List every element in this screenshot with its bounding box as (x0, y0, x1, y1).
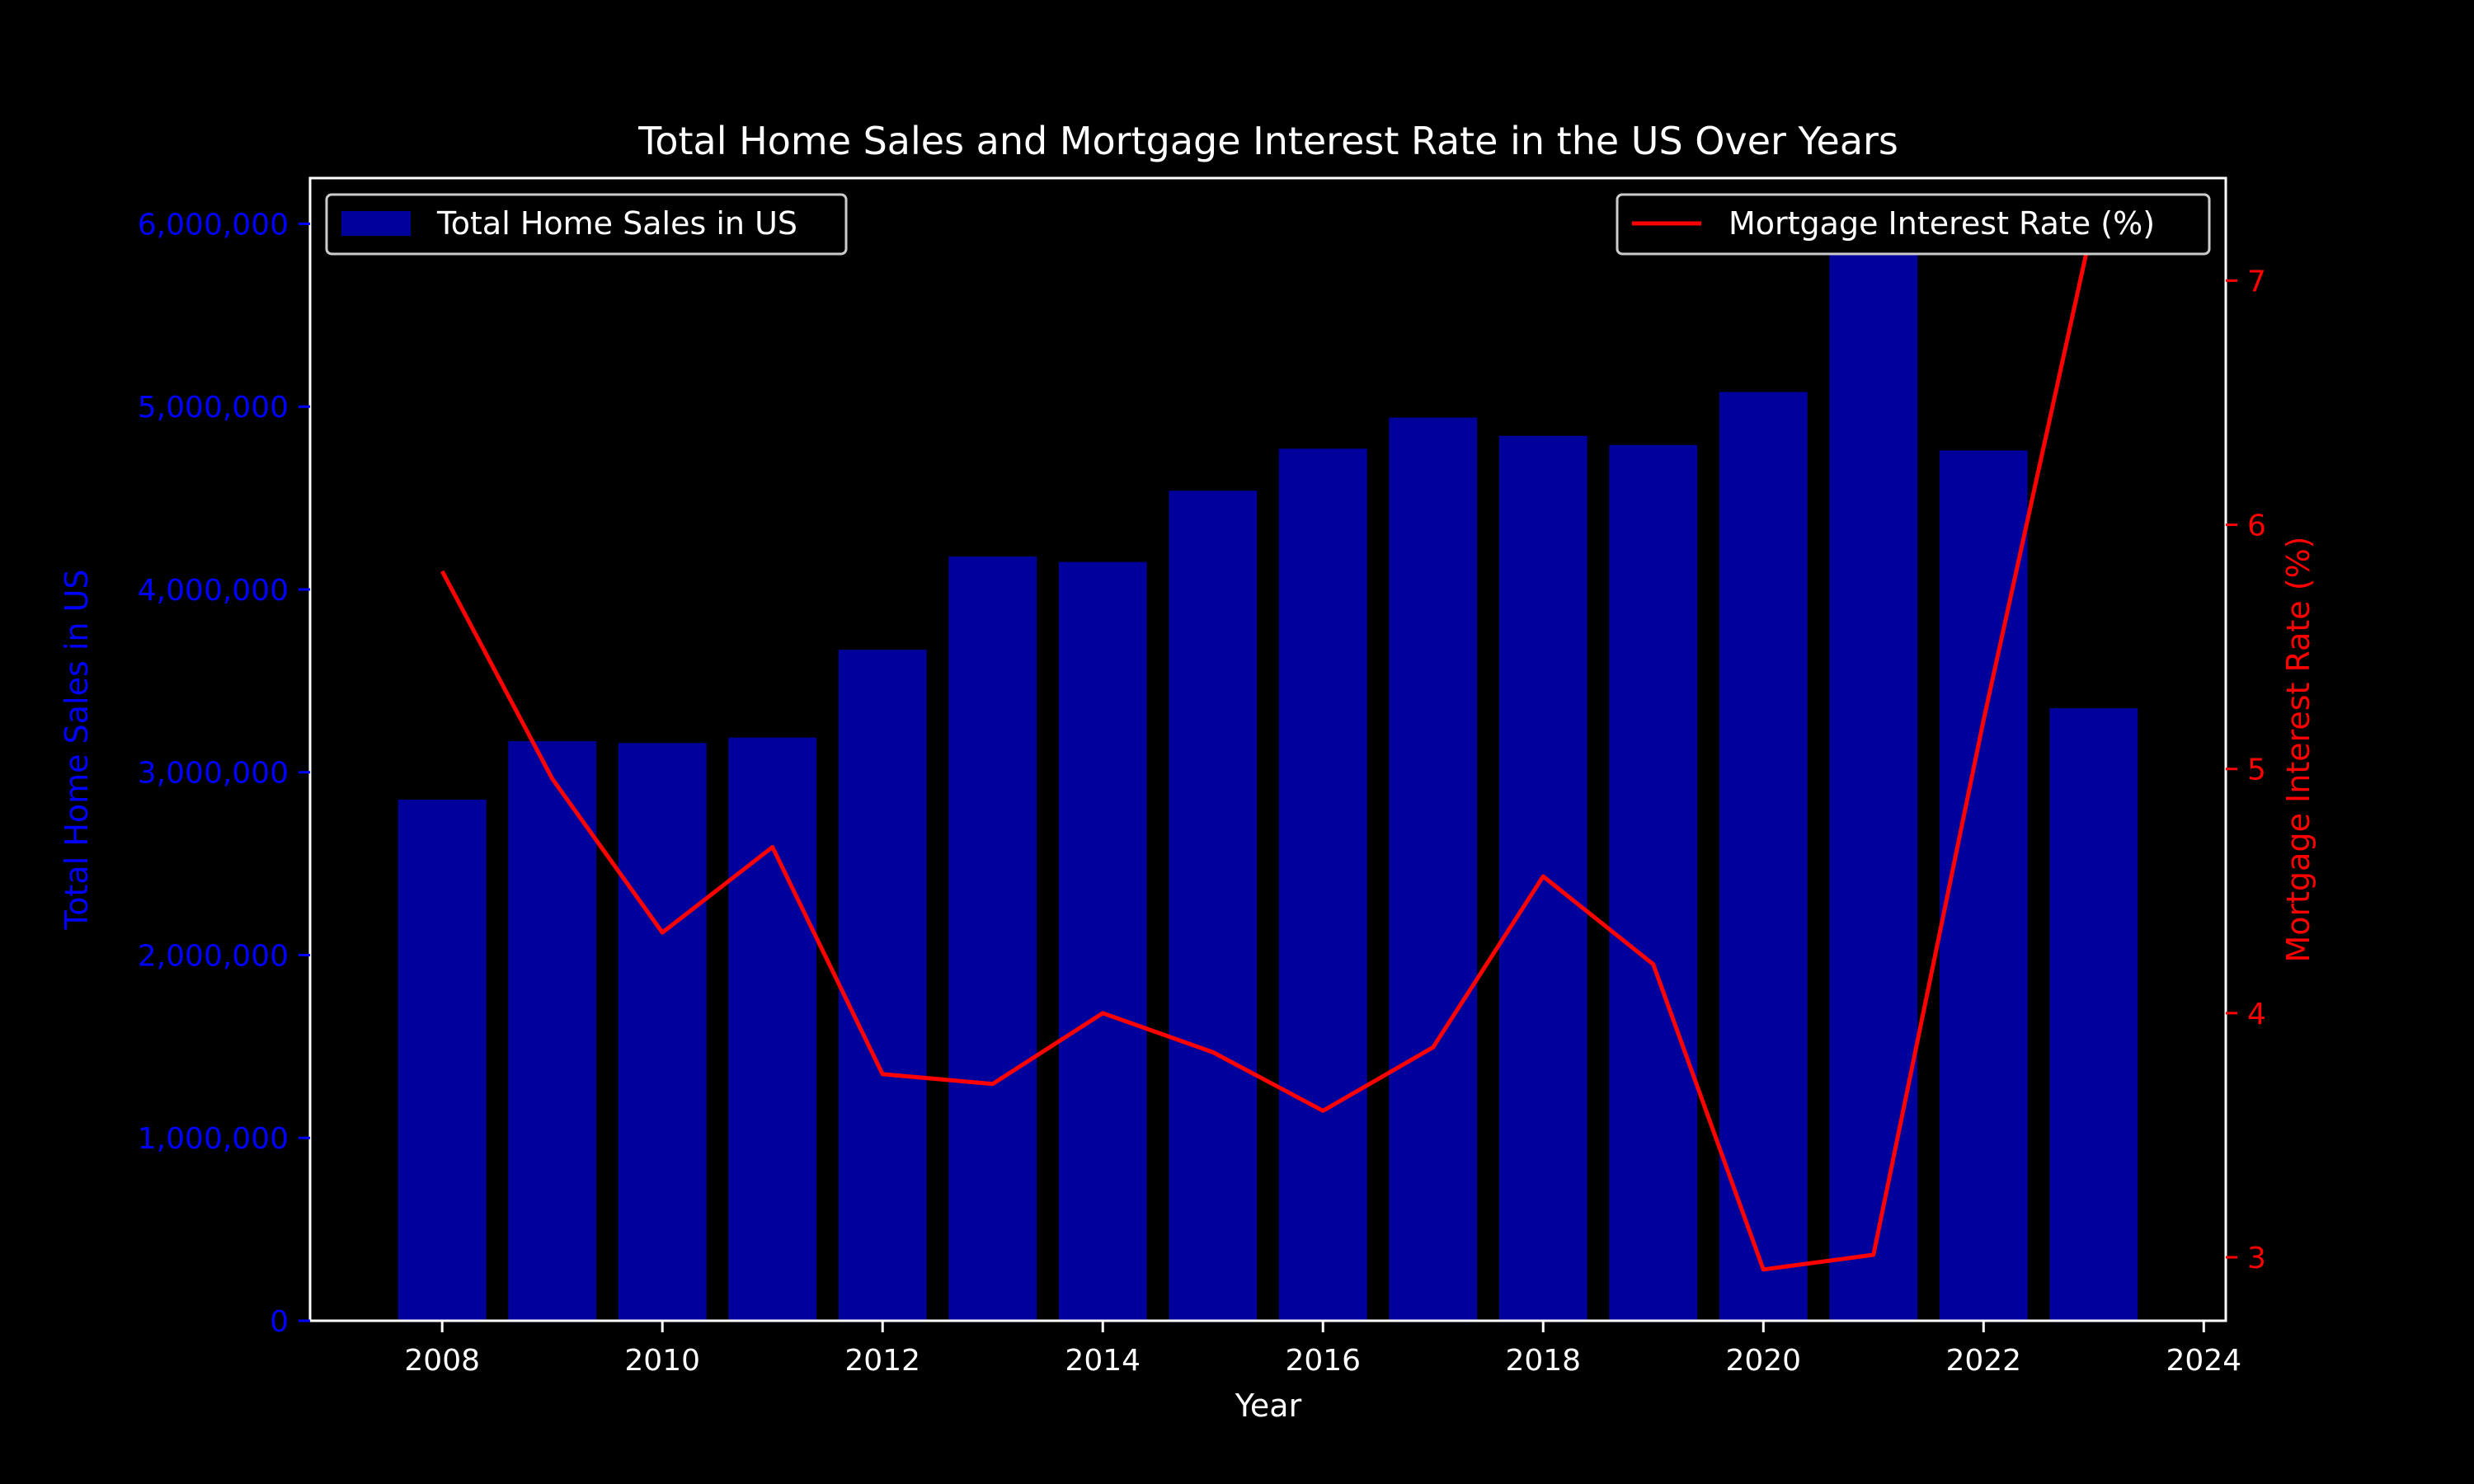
plot-frame (308, 176, 2227, 1322)
legend-right-box (1616, 193, 2211, 256)
legend-right: Mortgage Interest Rate (%) (1616, 193, 2211, 256)
bar-2014 (1058, 561, 1147, 1321)
y2-tick-label: 3 (2247, 1242, 2266, 1275)
bar-2016 (1278, 448, 1367, 1321)
x-tick-label: 2010 (624, 1344, 700, 1378)
x-tick-label: 2018 (1505, 1344, 1581, 1378)
x-tick-label: 2020 (1725, 1344, 1801, 1378)
bar-2017 (1389, 417, 1478, 1321)
line-series (440, 218, 2096, 1272)
chart-title: Total Home Sales and Mortgage Interest R… (637, 119, 1898, 163)
bar-2015 (1169, 491, 1258, 1321)
bar-2020 (1719, 392, 1808, 1321)
bar-2008 (397, 799, 487, 1321)
x-tick-label: 2012 (844, 1344, 920, 1378)
bar-2011 (728, 737, 817, 1321)
bar-2012 (838, 650, 927, 1321)
y-tick-label: 0 (270, 1305, 289, 1339)
y-tick-label: 1,000,000 (138, 1122, 289, 1156)
x-axis: 2008 2010 2012 2014 2016 2018 2020 2022 2024 (404, 1321, 2241, 1378)
y2-tick-label: 7 (2247, 265, 2266, 298)
bar-2009 (508, 741, 597, 1321)
y-tick-label: 6,000,000 (138, 208, 289, 242)
y2-tick-label: 4 (2247, 998, 2266, 1031)
bar-2019 (1609, 444, 1698, 1322)
bar-2013 (948, 556, 1037, 1321)
legend-bar-label: Total Home Sales in US (436, 205, 797, 242)
y2-tick-label: 5 (2247, 754, 2266, 787)
bar-series (397, 223, 2138, 1322)
bar-2010 (618, 743, 707, 1321)
legend-bar-swatch (341, 211, 411, 236)
x-tick-label: 2014 (1065, 1344, 1141, 1378)
y-tick-label: 5,000,000 (138, 391, 289, 425)
x-axis-label: Year (1235, 1388, 1302, 1424)
mortgage-rate-line (440, 218, 2096, 1272)
x-tick-label: 2022 (1945, 1344, 2021, 1378)
y-tick-label: 2,000,000 (138, 939, 289, 973)
bar-2023 (2049, 708, 2138, 1321)
y2-tick-label: 6 (2247, 510, 2266, 543)
legend-left: Total Home Sales in US (325, 193, 848, 256)
y-tick-label: 4,000,000 (138, 574, 289, 608)
y-axis-left: 0 1,000,000 2,000,000 3,000,000 4,000,000 5,0… (138, 208, 310, 1339)
y-axis-label: Total Home Sales in US (59, 570, 95, 931)
x-tick-label: 2016 (1285, 1344, 1361, 1378)
bar-2021 (1829, 223, 1918, 1322)
x-tick-label: 2024 (2166, 1344, 2241, 1378)
y-tick-label: 3,000,000 (138, 757, 289, 791)
y2-axis-label: Mortgage Interest Rate (%) (2280, 536, 2316, 962)
legend-left-box (325, 193, 848, 256)
legend-line-label: Mortgage Interest Rate (%) (1729, 205, 2155, 242)
x-tick-label: 2008 (404, 1344, 480, 1378)
y-axis-right: 3 4 5 6 7 (2226, 265, 2266, 1275)
